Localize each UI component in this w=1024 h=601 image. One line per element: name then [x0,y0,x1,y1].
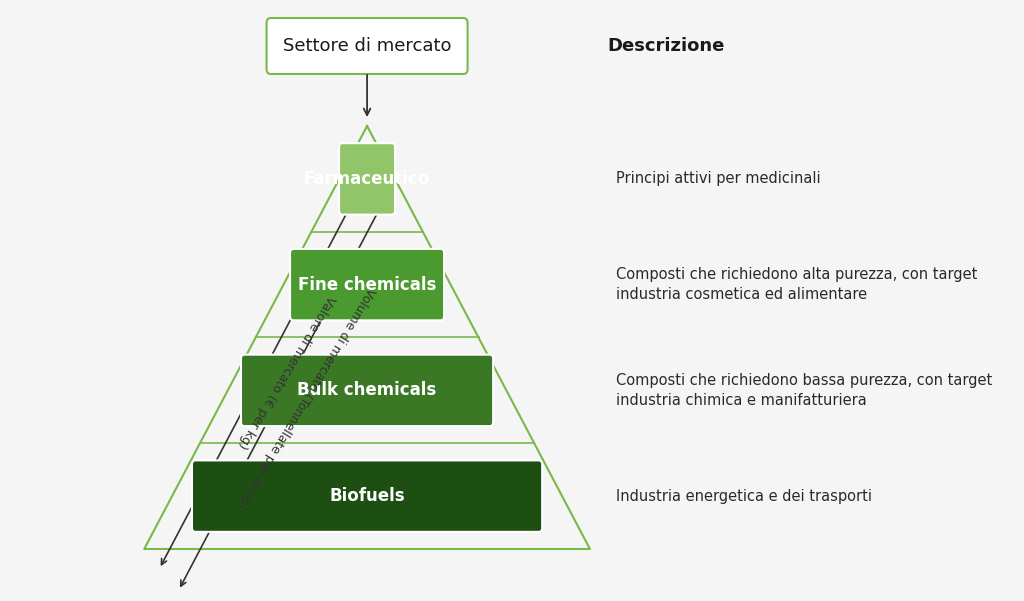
Text: Descrizione: Descrizione [607,37,725,55]
Text: Settore di mercato: Settore di mercato [283,37,452,55]
Text: Volume di mercato (Tonnellate per anno): Volume di mercato (Tonnellate per anno) [233,285,377,511]
Text: Farmaceutico: Farmaceutico [304,170,430,188]
FancyBboxPatch shape [339,143,395,215]
Text: Fine chemicals: Fine chemicals [298,276,436,294]
FancyBboxPatch shape [266,18,468,74]
Text: Valore di mercato (€ per kg): Valore di mercato (€ per kg) [234,293,337,450]
Text: Industria energetica e dei trasporti: Industria energetica e dei trasporti [616,489,872,504]
Text: Composti che richiedono bassa purezza, con target
industria chimica e manifattur: Composti che richiedono bassa purezza, c… [616,373,992,407]
Text: Bulk chemicals: Bulk chemicals [297,382,436,400]
Text: Composti che richiedono alta purezza, con target
industria cosmetica ed alimenta: Composti che richiedono alta purezza, co… [616,267,978,302]
FancyBboxPatch shape [191,460,542,532]
Text: Principi attivi per medicinali: Principi attivi per medicinali [616,171,821,186]
FancyBboxPatch shape [241,355,494,426]
Text: Biofuels: Biofuels [330,487,404,505]
FancyBboxPatch shape [290,249,444,320]
